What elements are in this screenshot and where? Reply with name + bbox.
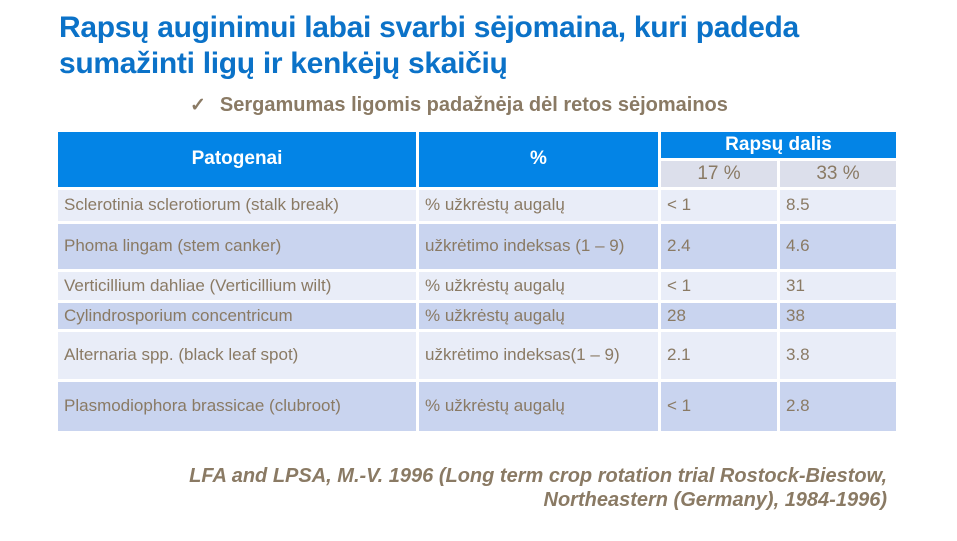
bullet-text: Sergamumas ligomis padažnėja dėl retos s…: [219, 94, 728, 116]
value-33-cell: 8.5: [777, 186, 899, 224]
slide-title-line1: Rapsų auginimui labai svarbi sėjomaina, …: [59, 11, 799, 44]
value-17-cell: 28: [658, 299, 780, 332]
measure-cell: užkrėtimo indeksas (1 – 9): [416, 220, 661, 272]
pathogen-cell: Verticillium dahliae (Verticillium wilt): [55, 268, 419, 303]
value-17-cell: < 1: [658, 378, 780, 434]
measure-cell: užkrėtimo indeksas(1 – 9): [416, 328, 661, 382]
header-share-33: 33 %: [777, 157, 899, 190]
pathogen-cell: Phoma lingam (stem canker): [55, 220, 419, 272]
table-row: Sclerotinia sclerotiorum (stalk break) %…: [55, 186, 899, 224]
header-pathogens: Patogenai: [55, 129, 419, 190]
table-row: Phoma lingam (stem canker) užkrėtimo ind…: [55, 220, 899, 272]
value-33-cell: 2.8: [777, 378, 899, 434]
table-row: Alternaria spp. (black leaf spot) užkrėt…: [55, 328, 899, 382]
measure-cell: % užkrėstų augalų: [416, 268, 661, 303]
pathogen-cell: Alternaria spp. (black leaf spot): [55, 328, 419, 382]
slide-title: Rapsų auginimui labai svarbi sėjomaina, …: [59, 10, 799, 82]
citation: LFA and LPSA, M.-V. 1996 (Long term crop…: [189, 464, 887, 512]
pathogen-table: Patogenai % Rapsų dalis 17 % 33 % Sclero…: [55, 129, 899, 434]
value-17-cell: 2.1: [658, 328, 780, 382]
bullet-item: ✓ Sergamumas ligomis padažnėja dėl retos …: [190, 94, 728, 117]
table-header-row-2: 17 % 33 %: [57, 157, 899, 190]
citation-line2: Northeastern (Germany), 1984-1996): [543, 489, 887, 511]
value-33-cell: 31: [777, 268, 899, 303]
measure-cell: % užkrėstų augalų: [416, 378, 661, 434]
value-17-cell: < 1: [658, 186, 780, 224]
slide-title-line2: sumažinti ligų ir kenkėjų skaičių: [59, 47, 508, 80]
value-33-cell: 3.8: [777, 328, 899, 382]
checkmark-icon: ✓: [190, 95, 206, 116]
table-header-row-1: Patogenai % Rapsų dalis: [55, 129, 899, 190]
measure-cell: % užkrėstų augalų: [416, 186, 661, 224]
value-33-cell: 38: [777, 299, 899, 332]
header-measure: %: [416, 129, 661, 190]
table-row: Cylindrosporium concentricum % užkrėstų …: [55, 299, 899, 332]
value-33-cell: 4.6: [777, 220, 899, 272]
pathogen-cell: Cylindrosporium concentricum: [55, 299, 419, 332]
pathogen-cell: Plasmodiophora brassicae (clubroot): [55, 378, 419, 434]
citation-line1: LFA and LPSA, M.-V. 1996 (Long term crop…: [189, 465, 887, 487]
header-group-rapeseed-share: Rapsų dalis: [658, 129, 899, 161]
value-17-cell: < 1: [658, 268, 780, 303]
value-17-cell: 2.4: [658, 220, 780, 272]
table-row: Verticillium dahliae (Verticillium wilt)…: [55, 268, 899, 303]
measure-cell: % užkrėstų augalų: [416, 299, 661, 332]
table-row: Plasmodiophora brassicae (clubroot) % už…: [55, 378, 899, 434]
header-share-17: 17 %: [658, 157, 780, 190]
pathogen-cell: Sclerotinia sclerotiorum (stalk break): [55, 186, 419, 224]
